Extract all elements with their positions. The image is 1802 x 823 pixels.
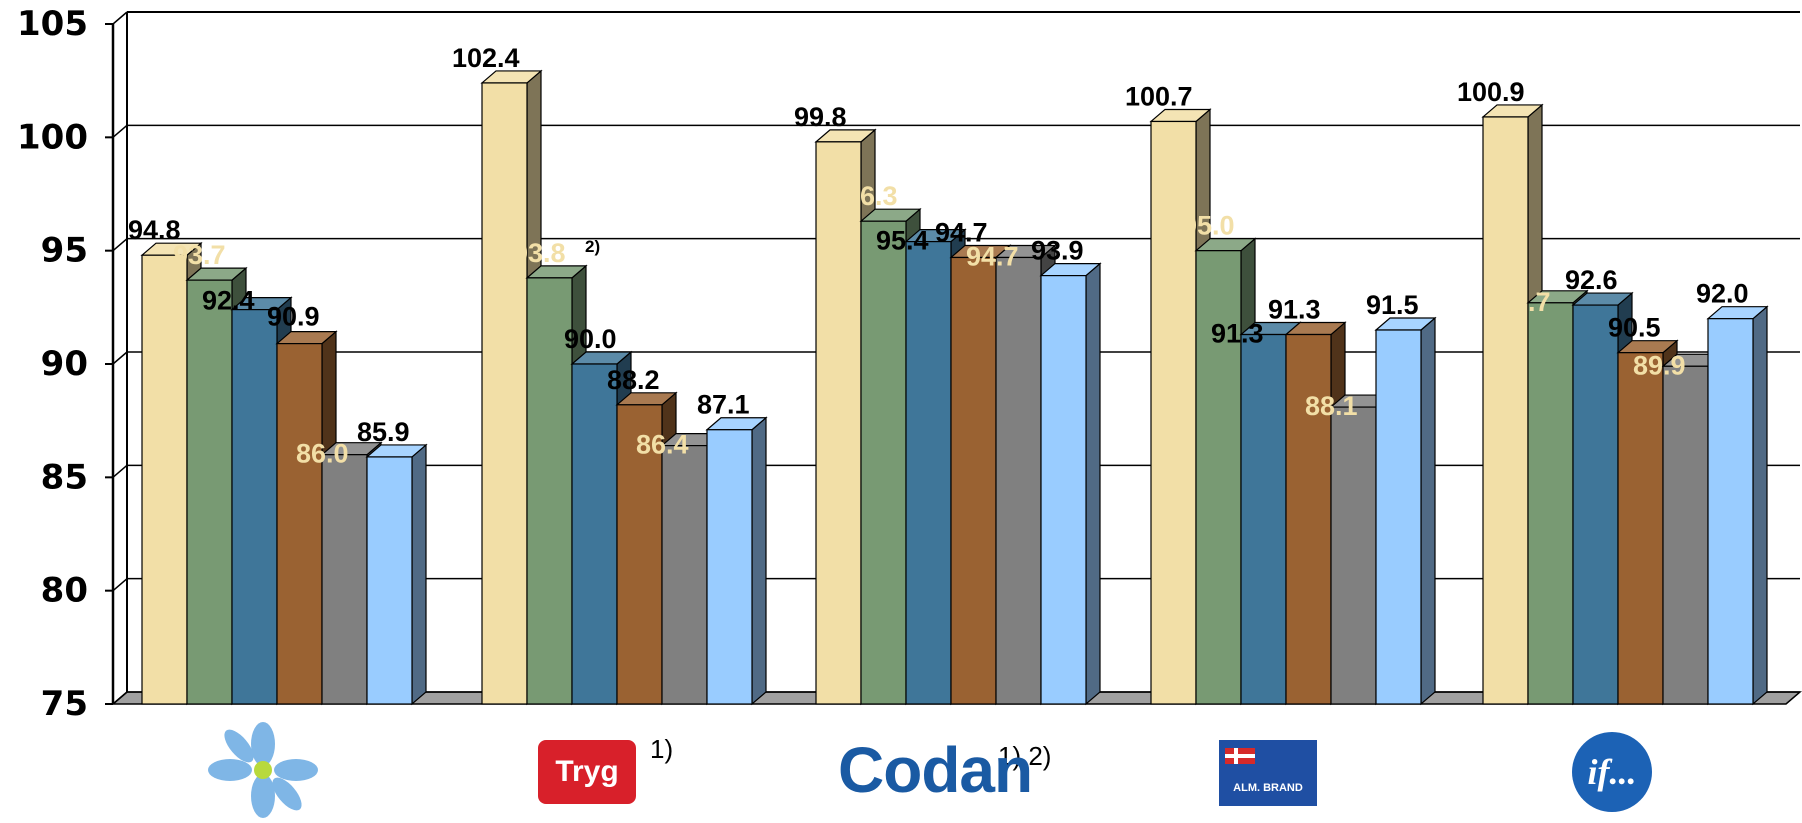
bar — [186, 279, 233, 705]
bar — [815, 141, 862, 705]
data-label: 95.4 — [876, 226, 929, 256]
group-footnote: 1) 2) — [998, 741, 1051, 771]
data-label: 88.1 — [1305, 391, 1358, 421]
bar — [141, 254, 188, 705]
data-label-footnote: 2) — [585, 237, 600, 256]
y-tick-label: 95 — [41, 231, 88, 271]
data-label: 86.4 — [636, 430, 689, 460]
flower-logo — [208, 722, 318, 818]
data-label: 89.9 — [1633, 350, 1686, 380]
bar — [995, 256, 1042, 705]
bar — [860, 220, 907, 705]
bar-side — [411, 443, 427, 706]
bar — [1617, 352, 1664, 705]
gridline-depth — [112, 238, 128, 252]
bar — [1285, 333, 1332, 705]
data-label: 87.1 — [697, 390, 750, 420]
data-label: 93.8 — [513, 238, 566, 268]
bar-side — [1085, 262, 1101, 706]
gridline-depth — [112, 464, 128, 478]
bar — [321, 454, 368, 705]
gridline-depth — [112, 691, 128, 705]
bar-side — [751, 416, 767, 706]
data-label: 86.0 — [296, 439, 349, 469]
bar — [616, 404, 663, 705]
bar — [1150, 120, 1197, 705]
alm-brand-text: ALM. BRAND — [1233, 782, 1303, 794]
tryg-logo: Tryg — [538, 740, 636, 804]
bar-side — [1752, 305, 1768, 706]
gridline-depth — [112, 124, 128, 138]
data-label: 85.9 — [357, 417, 410, 447]
data-label: 100.9 — [1457, 77, 1525, 107]
bar — [231, 309, 278, 705]
data-label: 91.5 — [1366, 290, 1419, 320]
bar — [1330, 406, 1377, 705]
bar — [1240, 333, 1287, 705]
data-label: 88.2 — [607, 365, 660, 395]
data-label: 90.0 — [564, 324, 617, 354]
flag-icon — [1225, 748, 1255, 764]
data-label: 94.8 — [128, 215, 181, 245]
data-label: 102.4 — [452, 43, 520, 73]
data-label: 95.0 — [1182, 211, 1235, 241]
data-label: 91.3 — [1268, 295, 1321, 325]
data-label: 92.0 — [1696, 279, 1749, 309]
bar — [481, 82, 528, 705]
group-footnote: 1) — [650, 734, 673, 764]
bar — [366, 456, 413, 705]
gridline-depth — [112, 351, 128, 365]
codan-logo: Codan — [838, 734, 1033, 806]
data-label: 100.7 — [1125, 81, 1193, 111]
y-tick-label: 100 — [17, 117, 88, 157]
gridline-depth — [112, 11, 128, 25]
data-label: 91.3 — [1211, 319, 1264, 349]
bar — [1572, 304, 1619, 705]
bar — [661, 445, 708, 705]
data-label: 94.7 — [966, 241, 1019, 271]
data-label: 93.7 — [173, 240, 226, 270]
data-label: 99.8 — [794, 102, 847, 132]
data-label: 90.5 — [1608, 313, 1661, 343]
y-tick-label: 85 — [41, 457, 88, 497]
data-label: 94.7 — [935, 217, 988, 247]
data-label: 96.3 — [845, 181, 898, 211]
y-tick-label: 75 — [41, 684, 88, 724]
y-tick-label: 80 — [41, 571, 88, 611]
y-tick-label: 105 — [17, 4, 88, 44]
bar — [1375, 329, 1422, 705]
data-label: 92.6 — [1565, 265, 1618, 295]
bar — [571, 363, 618, 705]
bar — [950, 256, 997, 705]
data-label: 92.4 — [202, 286, 255, 316]
if-logo: if... — [1572, 732, 1652, 812]
bar — [1482, 116, 1529, 705]
bar — [1040, 275, 1087, 705]
bar — [276, 343, 323, 705]
data-label: 93.9 — [1031, 236, 1084, 266]
y-tick-label: 90 — [41, 344, 88, 384]
bar — [1662, 365, 1709, 705]
bar — [706, 429, 753, 705]
gridline-depth — [112, 578, 128, 592]
alm-brand-logo: ALM. BRAND — [1219, 740, 1317, 806]
bar — [1707, 318, 1754, 705]
data-label: 92.7 — [1498, 287, 1551, 317]
bar — [1527, 302, 1574, 705]
bar-side — [1420, 316, 1436, 706]
data-label: 90.9 — [267, 302, 320, 332]
bar — [905, 241, 952, 705]
